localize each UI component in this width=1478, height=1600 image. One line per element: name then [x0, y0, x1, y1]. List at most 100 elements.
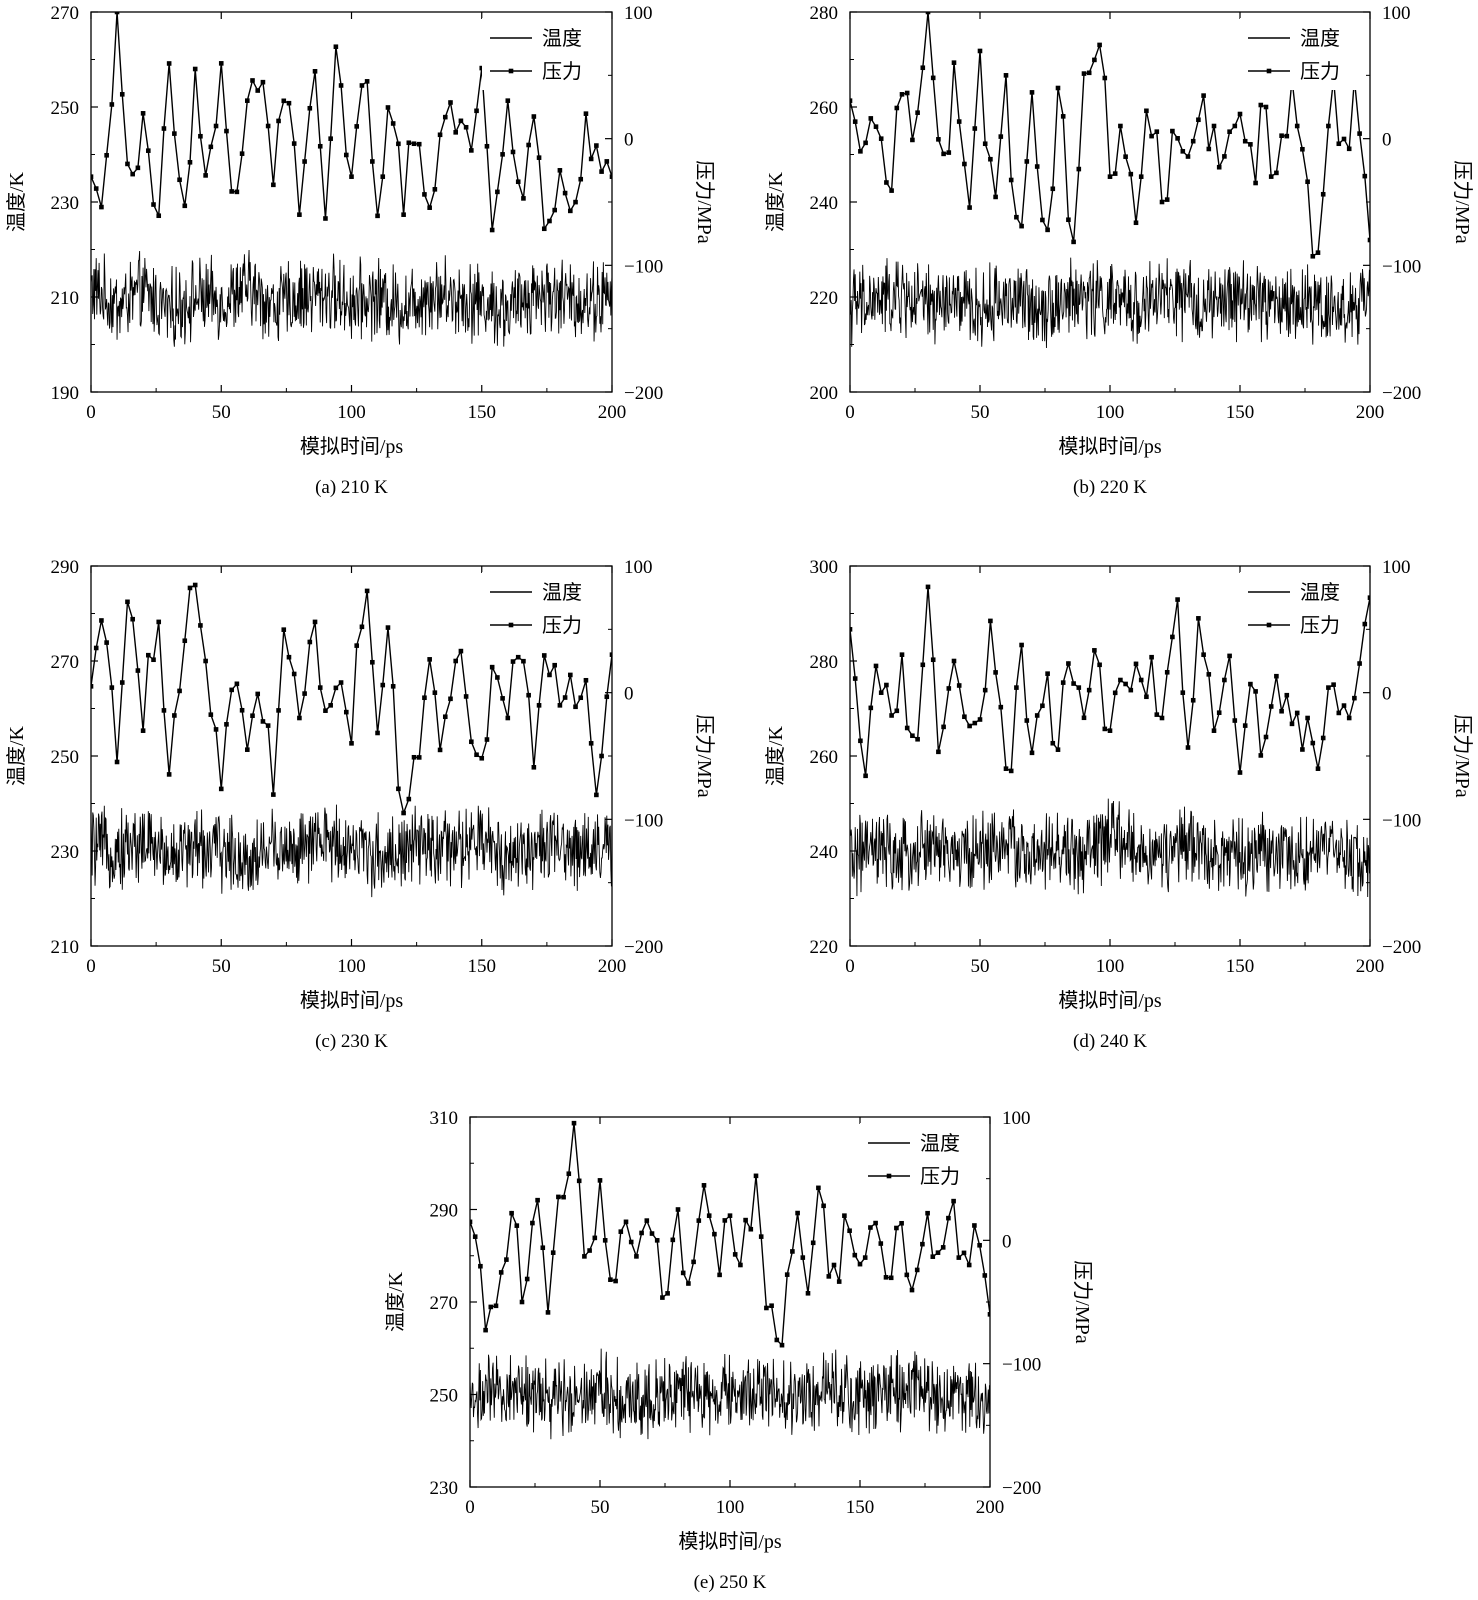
pressure-marker: [795, 1210, 800, 1216]
pressure-marker: [1092, 648, 1097, 653]
pressure-marker: [972, 1223, 977, 1228]
panel-caption: (d) 240 K: [1073, 1031, 1147, 1052]
pressure-marker: [717, 1272, 722, 1278]
pressure-marker: [479, 65, 485, 71]
y-tick-label: 230: [51, 193, 80, 214]
pressure-marker: [758, 1234, 764, 1239]
pressure-marker: [135, 668, 141, 673]
x-tick-label: 0: [86, 956, 96, 977]
pressure-marker: [847, 1228, 852, 1234]
pressure-marker: [307, 639, 313, 645]
pressure-marker: [894, 708, 900, 714]
pressure-marker: [416, 755, 422, 760]
pressure-marker: [265, 123, 271, 129]
pressure-marker: [904, 725, 910, 731]
pressure-marker: [961, 1250, 967, 1256]
pressure-marker: [271, 182, 276, 188]
pressure-marker: [1242, 723, 1248, 728]
pressure-marker: [524, 1276, 530, 1282]
pressure-marker: [1206, 672, 1212, 677]
pressure-marker: [1055, 747, 1061, 752]
panel-caption: (b) 220 K: [1073, 477, 1147, 498]
pressure-marker: [946, 150, 952, 155]
pressure-marker: [1274, 170, 1279, 176]
pressure-marker: [172, 131, 177, 136]
pressure-marker: [495, 675, 500, 680]
pressure-marker: [1154, 712, 1160, 717]
temperature-line: [850, 798, 1370, 897]
pressure-marker: [594, 792, 599, 798]
pressure-marker: [530, 1220, 535, 1226]
y2-tick-label: −100: [624, 256, 663, 277]
pressure-marker: [967, 205, 972, 210]
pressure-marker: [453, 658, 458, 664]
pressure-marker: [521, 658, 526, 664]
pressure-marker: [109, 102, 115, 107]
pressure-marker: [552, 662, 557, 668]
pressure-marker: [850, 98, 853, 103]
pressure-marker: [354, 124, 360, 129]
pressure-marker: [583, 677, 589, 683]
pressure-marker: [1159, 715, 1165, 721]
y2-tick-label: −100: [624, 810, 663, 831]
pressure-marker: [229, 687, 234, 693]
pressure-marker: [177, 688, 182, 694]
pressure-marker: [1076, 685, 1082, 690]
y-tick-label: 240: [810, 193, 839, 214]
x-tick-label: 200: [976, 1497, 1005, 1518]
pressure-marker: [858, 738, 863, 744]
pressure-marker: [177, 177, 182, 183]
pressure-marker: [390, 684, 396, 689]
pressure-marker: [910, 137, 915, 143]
pressure-marker: [416, 141, 422, 147]
pressure-marker: [910, 733, 915, 739]
pressure-marker: [613, 1278, 618, 1284]
pressure-marker: [218, 61, 224, 66]
pressure-marker: [1086, 70, 1092, 76]
legend-temperature-label: 温度: [920, 1132, 960, 1155]
pressure-marker: [1237, 111, 1243, 117]
pressure-marker: [536, 703, 542, 708]
pressure-marker: [1211, 123, 1217, 129]
pressure-marker: [779, 1342, 785, 1348]
pressure-marker: [93, 186, 99, 191]
pressure-marker: [504, 1257, 509, 1262]
pressure-marker: [982, 141, 988, 147]
pressure-marker: [1284, 692, 1290, 698]
pressure-marker: [1164, 669, 1170, 675]
pressure-marker: [1216, 164, 1222, 170]
pressure-marker: [573, 199, 578, 205]
pressure-marker: [1066, 661, 1071, 666]
pressure-marker: [541, 226, 547, 232]
pressure-marker: [826, 1274, 832, 1279]
pressure-marker: [743, 1217, 748, 1223]
y-tick-label: 230: [51, 842, 80, 863]
pressure-marker: [1357, 131, 1362, 136]
y2-tick-label: −200: [624, 383, 663, 404]
pressure-marker: [993, 194, 998, 200]
pressure-marker: [1008, 177, 1014, 183]
pressure-marker: [1237, 770, 1243, 775]
pressure-marker: [1138, 677, 1144, 683]
pressure-marker: [396, 141, 401, 147]
pressure-marker: [370, 659, 375, 665]
pressure-marker: [1268, 174, 1274, 179]
y-tick-label: 220: [810, 288, 839, 309]
pressure-marker: [359, 83, 365, 88]
pressure-marker: [582, 1254, 587, 1259]
y-tick-label: 270: [51, 3, 80, 24]
pressure-marker: [1170, 128, 1175, 134]
pressure-marker: [260, 79, 266, 85]
legend-background: [482, 572, 602, 644]
y2-tick-label: 0: [624, 684, 634, 705]
x-axis-title: 模拟时间/ps: [300, 435, 404, 458]
x-tick-label: 0: [845, 956, 855, 977]
pressure-marker: [286, 654, 292, 660]
pressure-marker: [696, 1218, 702, 1223]
pressure-marker: [1008, 768, 1014, 774]
pressure-marker: [1320, 191, 1326, 197]
pressure-marker: [156, 619, 162, 625]
pressure-marker: [401, 810, 406, 816]
pressure-marker: [463, 124, 469, 130]
pressure-marker: [1232, 718, 1238, 723]
